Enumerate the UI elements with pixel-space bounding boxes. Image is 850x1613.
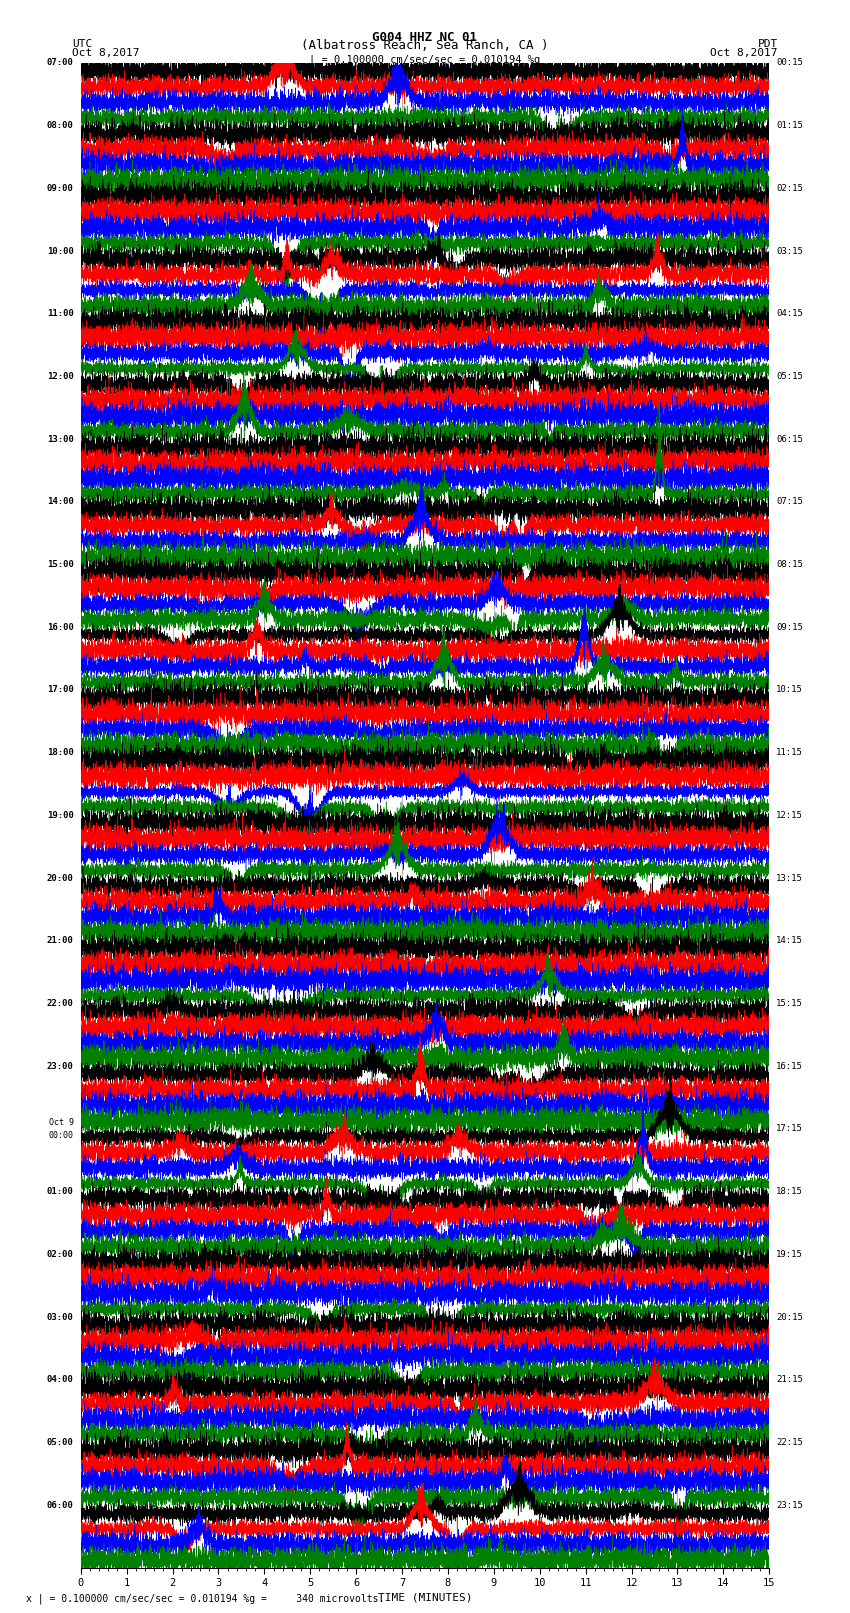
Text: 22:15: 22:15 (776, 1437, 803, 1447)
Text: 03:00: 03:00 (47, 1313, 74, 1321)
Text: 08:00: 08:00 (47, 121, 74, 131)
Text: 15:15: 15:15 (776, 998, 803, 1008)
Text: 05:00: 05:00 (47, 1437, 74, 1447)
Text: 08:15: 08:15 (776, 560, 803, 569)
Text: 13:15: 13:15 (776, 874, 803, 882)
Text: 14:15: 14:15 (776, 936, 803, 945)
Text: 17:00: 17:00 (47, 686, 74, 695)
Text: 21:00: 21:00 (47, 936, 74, 945)
Text: 16:00: 16:00 (47, 623, 74, 632)
Text: 09:00: 09:00 (47, 184, 74, 194)
Text: 02:00: 02:00 (47, 1250, 74, 1258)
Text: G004 HHZ NC 01: G004 HHZ NC 01 (372, 31, 478, 44)
Text: (Albatross Reach, Sea Ranch, CA ): (Albatross Reach, Sea Ranch, CA ) (301, 39, 549, 52)
Text: 12:00: 12:00 (47, 373, 74, 381)
Text: 18:00: 18:00 (47, 748, 74, 756)
Text: Oct 8,2017: Oct 8,2017 (72, 48, 139, 58)
Text: 20:00: 20:00 (47, 874, 74, 882)
Text: 16:15: 16:15 (776, 1061, 803, 1071)
Text: 19:15: 19:15 (776, 1250, 803, 1258)
Text: 06:15: 06:15 (776, 434, 803, 444)
Text: 06:00: 06:00 (47, 1500, 74, 1510)
X-axis label: TIME (MINUTES): TIME (MINUTES) (377, 1592, 473, 1602)
Text: 07:15: 07:15 (776, 497, 803, 506)
Text: 19:00: 19:00 (47, 811, 74, 819)
Text: 07:00: 07:00 (47, 58, 74, 68)
Text: 04:15: 04:15 (776, 310, 803, 318)
Text: 05:15: 05:15 (776, 373, 803, 381)
Text: 18:15: 18:15 (776, 1187, 803, 1197)
Text: 17:15: 17:15 (776, 1124, 803, 1134)
Text: 14:00: 14:00 (47, 497, 74, 506)
Text: 01:15: 01:15 (776, 121, 803, 131)
Text: 03:15: 03:15 (776, 247, 803, 255)
Text: 00:00: 00:00 (48, 1131, 74, 1140)
Text: 00:15: 00:15 (776, 58, 803, 68)
Text: 09:15: 09:15 (776, 623, 803, 632)
Text: | = 0.100000 cm/sec/sec = 0.010194 %g: | = 0.100000 cm/sec/sec = 0.010194 %g (309, 55, 541, 66)
Text: 11:00: 11:00 (47, 310, 74, 318)
Text: 10:00: 10:00 (47, 247, 74, 255)
Text: 22:00: 22:00 (47, 998, 74, 1008)
Text: PDT: PDT (757, 39, 778, 48)
Text: 23:15: 23:15 (776, 1500, 803, 1510)
Text: 02:15: 02:15 (776, 184, 803, 194)
Text: 20:15: 20:15 (776, 1313, 803, 1321)
Text: x | = 0.100000 cm/sec/sec = 0.010194 %g =     340 microvolts.: x | = 0.100000 cm/sec/sec = 0.010194 %g … (26, 1594, 384, 1603)
Text: 12:15: 12:15 (776, 811, 803, 819)
Text: 11:15: 11:15 (776, 748, 803, 756)
Text: 13:00: 13:00 (47, 434, 74, 444)
Text: Oct 8,2017: Oct 8,2017 (711, 48, 778, 58)
Text: 04:00: 04:00 (47, 1376, 74, 1384)
Text: 21:15: 21:15 (776, 1376, 803, 1384)
Text: 01:00: 01:00 (47, 1187, 74, 1197)
Text: UTC: UTC (72, 39, 93, 48)
Text: 15:00: 15:00 (47, 560, 74, 569)
Text: 23:00: 23:00 (47, 1061, 74, 1071)
Text: Oct 9: Oct 9 (48, 1118, 74, 1127)
Text: 10:15: 10:15 (776, 686, 803, 695)
